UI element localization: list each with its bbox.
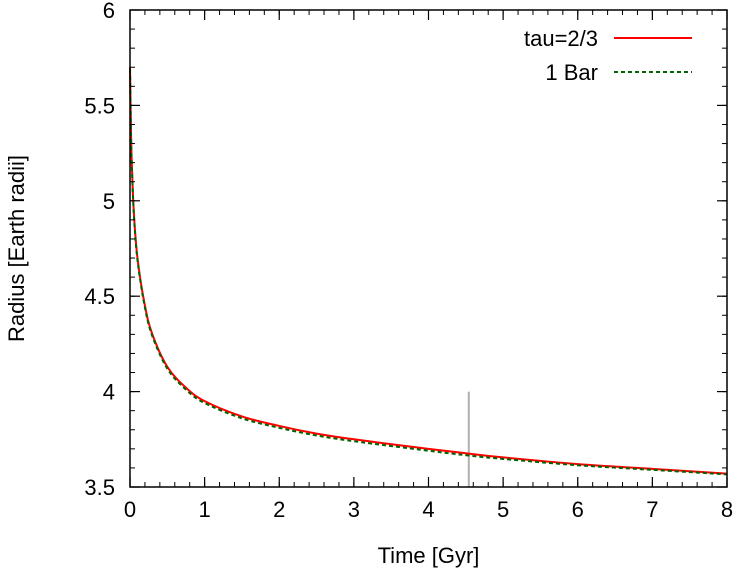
- x-tick-label: 7: [646, 497, 658, 522]
- y-tick-label: 3.5: [84, 475, 115, 500]
- x-tick-label: 1: [199, 497, 211, 522]
- x-tick-label: 4: [422, 497, 434, 522]
- legend: tau=2/3 1 Bar: [524, 26, 692, 85]
- y-tick-label: 4.5: [84, 284, 115, 309]
- y-tick-label: 6: [103, 0, 115, 23]
- series-line-1: [129, 69, 728, 476]
- x-tick-label: 0: [124, 497, 136, 522]
- x-tick-label: 5: [497, 497, 509, 522]
- y-axis-label: Radius [Earth radii]: [4, 155, 29, 342]
- x-tick-label: 2: [273, 497, 285, 522]
- legend-label-1bar: 1 Bar: [545, 60, 598, 85]
- x-axis-label: Time [Gyr]: [378, 543, 480, 568]
- series-layer: [129, 67, 728, 476]
- ticks-layer: 0 1 2 3 4 5 6 7 8 3.5 4 4.5 5 5.5 6: [84, 0, 733, 522]
- plot-frame: [129, 9, 728, 488]
- y-tick-label: 5.5: [84, 93, 115, 118]
- x-tick-label: 3: [348, 497, 360, 522]
- series-line-0: [129, 67, 728, 475]
- legend-label-tau: tau=2/3: [524, 26, 598, 51]
- x-tick-label: 8: [721, 497, 733, 522]
- x-tick-label: 6: [572, 497, 584, 522]
- y-tick-label: 5: [103, 189, 115, 214]
- y-tick-label: 4: [103, 380, 115, 405]
